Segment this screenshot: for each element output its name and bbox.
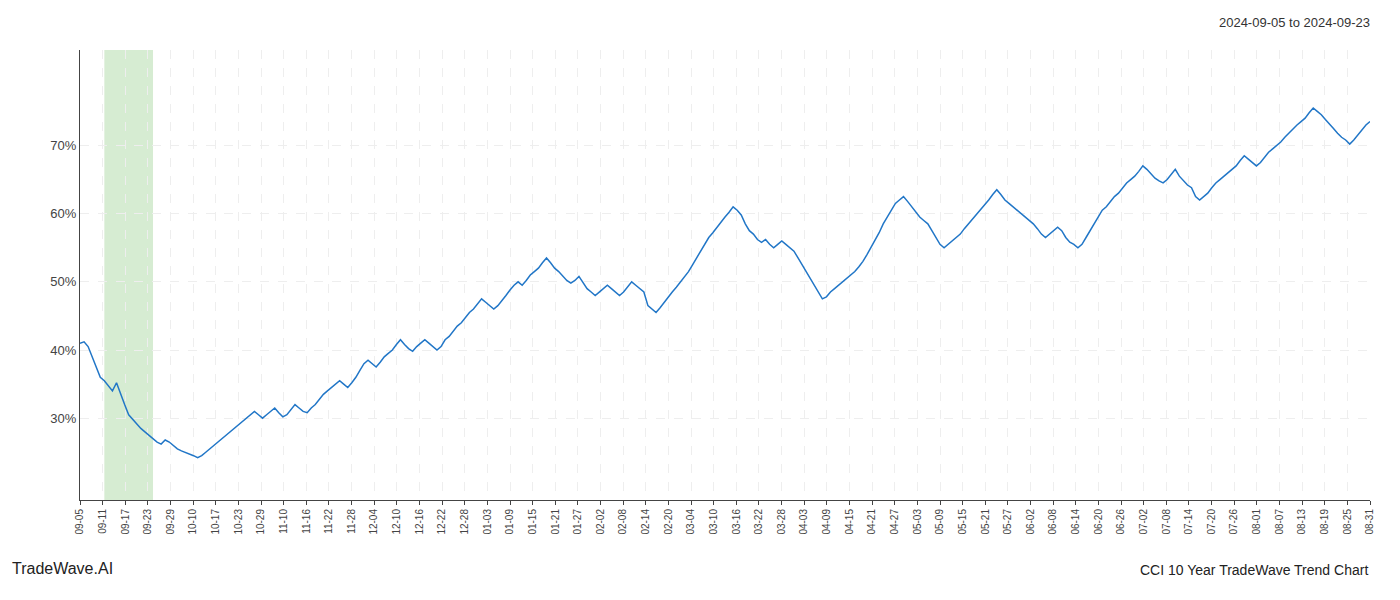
svg-text:03-04: 03-04 [685, 509, 696, 535]
svg-text:05-15: 05-15 [957, 509, 968, 535]
svg-text:2024-09-05 to 2024-09-23: 2024-09-05 to 2024-09-23 [1219, 15, 1370, 30]
svg-text:01-15: 01-15 [527, 509, 538, 535]
svg-text:08-07: 08-07 [1274, 509, 1285, 535]
svg-text:04-21: 04-21 [866, 509, 877, 535]
svg-text:07-02: 07-02 [1138, 509, 1149, 535]
svg-text:07-08: 07-08 [1161, 509, 1172, 535]
svg-text:07-20: 07-20 [1206, 509, 1217, 535]
svg-text:02-20: 02-20 [663, 509, 674, 535]
svg-text:03-28: 03-28 [776, 509, 787, 535]
svg-text:02-02: 02-02 [595, 509, 606, 535]
svg-text:12-10: 12-10 [391, 509, 402, 535]
svg-text:05-21: 05-21 [980, 509, 991, 535]
svg-text:03-10: 03-10 [708, 509, 719, 535]
svg-text:03-16: 03-16 [731, 509, 742, 535]
svg-text:50%: 50% [50, 274, 76, 289]
svg-text:05-03: 05-03 [912, 509, 923, 535]
svg-text:09-11: 09-11 [97, 509, 108, 534]
svg-text:30%: 30% [50, 411, 76, 426]
svg-text:07-26: 07-26 [1228, 509, 1239, 535]
svg-text:01-03: 01-03 [482, 509, 493, 535]
svg-text:01-21: 01-21 [550, 509, 561, 535]
svg-text:04-09: 04-09 [821, 509, 832, 535]
svg-text:02-08: 02-08 [617, 509, 628, 535]
svg-text:08-01: 08-01 [1251, 509, 1262, 535]
svg-text:12-28: 12-28 [459, 509, 470, 535]
svg-text:12-16: 12-16 [414, 509, 425, 535]
svg-text:05-27: 05-27 [1002, 509, 1013, 535]
svg-text:10-17: 10-17 [210, 509, 221, 535]
svg-text:06-02: 06-02 [1025, 509, 1036, 535]
svg-text:60%: 60% [50, 206, 76, 221]
svg-text:01-27: 01-27 [572, 509, 583, 535]
svg-text:09-29: 09-29 [165, 509, 176, 535]
svg-text:02-14: 02-14 [640, 509, 651, 535]
svg-text:09-17: 09-17 [120, 509, 131, 535]
svg-text:04-15: 04-15 [844, 509, 855, 535]
svg-text:06-20: 06-20 [1093, 509, 1104, 535]
svg-text:08-25: 08-25 [1342, 509, 1353, 535]
svg-text:09-05: 09-05 [74, 509, 85, 535]
svg-text:04-03: 04-03 [798, 509, 809, 535]
svg-text:05-09: 05-09 [934, 509, 945, 535]
svg-text:06-08: 06-08 [1047, 509, 1058, 535]
svg-text:TradeWave.AI: TradeWave.AI [12, 560, 113, 577]
svg-text:06-14: 06-14 [1070, 509, 1081, 535]
svg-text:06-26: 06-26 [1115, 509, 1126, 535]
svg-text:11-22: 11-22 [323, 509, 334, 534]
svg-text:11-10: 11-10 [278, 509, 289, 534]
svg-text:08-13: 08-13 [1296, 509, 1307, 535]
svg-text:10-10: 10-10 [187, 509, 198, 535]
svg-text:07-14: 07-14 [1183, 509, 1194, 535]
svg-text:01-09: 01-09 [504, 509, 515, 535]
svg-text:40%: 40% [50, 343, 76, 358]
svg-text:70%: 70% [50, 138, 76, 153]
svg-text:09-23: 09-23 [142, 509, 153, 535]
svg-text:08-31: 08-31 [1364, 509, 1375, 535]
svg-text:12-22: 12-22 [436, 509, 447, 535]
svg-text:10-29: 10-29 [255, 509, 266, 535]
svg-text:CCI 10 Year TradeWave Trend Ch: CCI 10 Year TradeWave Trend Chart [1140, 562, 1368, 578]
svg-text:12-04: 12-04 [368, 509, 379, 535]
svg-text:04-27: 04-27 [889, 509, 900, 535]
svg-text:03-22: 03-22 [753, 509, 764, 535]
svg-text:10-23: 10-23 [233, 509, 244, 535]
svg-text:11-16: 11-16 [301, 509, 312, 534]
svg-text:11-28: 11-28 [346, 509, 357, 534]
svg-text:08-19: 08-19 [1319, 509, 1330, 535]
